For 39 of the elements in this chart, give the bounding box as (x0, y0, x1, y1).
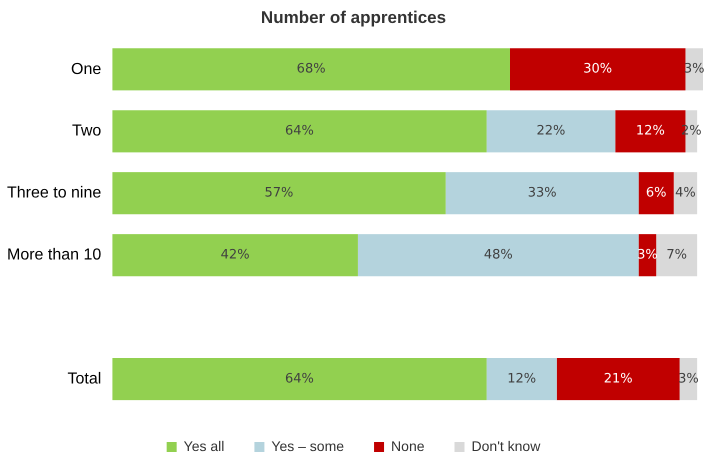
data-label: 64% (284, 124, 314, 139)
data-label: 22% (536, 124, 566, 139)
data-label: 33% (528, 186, 557, 201)
y-tick-label: Three to nine (7, 184, 102, 202)
y-tick-label: More than 10 (7, 246, 102, 264)
bar (446, 172, 639, 214)
bar (112, 358, 487, 400)
data-label: 21% (604, 371, 633, 386)
bar (510, 48, 686, 90)
bar (486, 110, 616, 152)
legend-label: Yes all (184, 438, 224, 454)
y-tick-label: Two (72, 122, 102, 140)
bar (358, 234, 639, 276)
data-label: 7% (666, 248, 687, 263)
bar (112, 234, 358, 276)
legend-label: None (391, 438, 425, 454)
legend-label: Yes – some (271, 438, 344, 454)
bar (112, 48, 510, 90)
bar (638, 172, 674, 214)
y-tick-label: One (71, 60, 102, 78)
y-tick-label: Total (67, 370, 102, 388)
bar (112, 172, 446, 214)
chart-title: Number of apprentices (260, 8, 446, 27)
bar (674, 172, 698, 214)
bar (486, 358, 557, 400)
data-label: 4% (675, 186, 696, 201)
data-label: 68% (296, 62, 326, 77)
legend-label: Don't know (472, 438, 542, 454)
data-label: 30% (583, 62, 612, 77)
data-label: 48% (484, 248, 513, 263)
data-label: 57% (264, 186, 294, 201)
bar (556, 358, 680, 400)
bar (656, 234, 698, 276)
data-label: 64% (284, 371, 314, 386)
data-label: 12% (636, 124, 665, 139)
bar (112, 110, 487, 152)
data-label: 42% (220, 248, 250, 263)
data-label: 6% (646, 186, 667, 201)
data-label: 12% (507, 371, 536, 386)
